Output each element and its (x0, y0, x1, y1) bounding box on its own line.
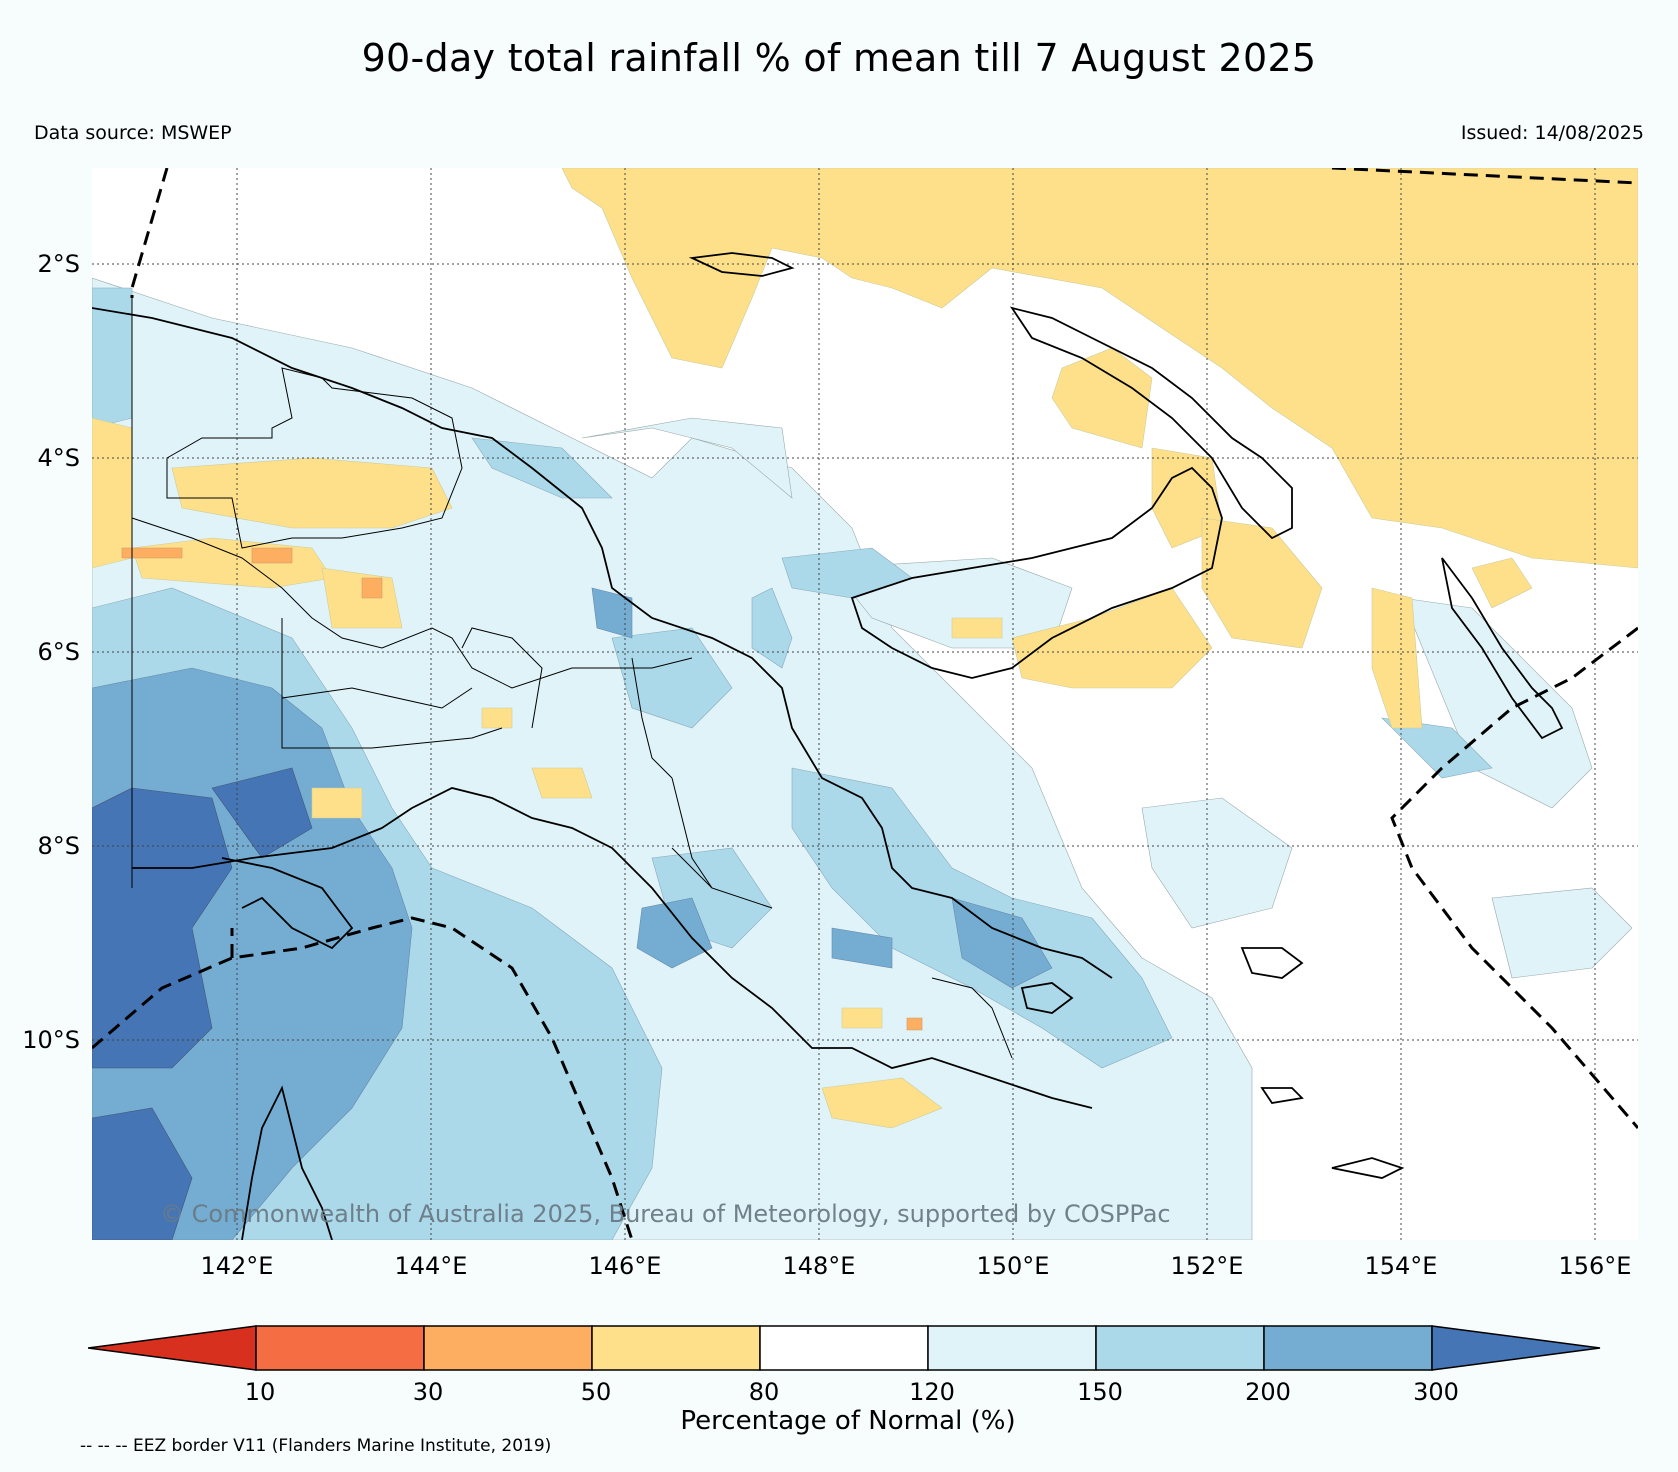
map-title: 90-day total rainfall % of mean till 7 A… (361, 36, 1317, 80)
rain-over-300-areas (92, 767, 313, 1240)
colorbar-segment-5 (927, 1325, 1097, 1371)
colorbar-segment-2 (423, 1325, 593, 1371)
colorbar-tick-200: 200 (1245, 1378, 1291, 1406)
colorbar-tick-120: 120 (909, 1378, 955, 1406)
colorbar-segment-4 (759, 1325, 929, 1371)
lat-label-10s: 10°S (22, 1026, 80, 1054)
lat-label-8s: 8°S (37, 832, 80, 860)
copyright-watermark: © Commonwealth of Australia 2025, Bureau… (160, 1200, 1171, 1228)
lat-label-6s: 6°S (37, 638, 80, 666)
lon-label-150e: 150°E (976, 1252, 1050, 1280)
lon-label-152e: 152°E (1170, 1252, 1244, 1280)
lat-label-4s: 4°S (37, 444, 80, 472)
colorbar-tick-50: 50 (580, 1378, 612, 1406)
eez-borders (92, 168, 1638, 1240)
lon-label-142e: 142°E (200, 1252, 274, 1280)
eez-legend-note: -- -- -- EEZ border V11 (Flanders Marine… (80, 1436, 552, 1456)
graticule (92, 168, 1638, 1240)
colorbar-segment-7 (1263, 1325, 1433, 1371)
colorbar-tick-300: 300 (1413, 1378, 1459, 1406)
data-source-label: Data source: MSWEP (34, 122, 232, 144)
colorbar-tick-30: 30 (412, 1378, 444, 1406)
rain-30-50-areas (121, 547, 923, 1031)
colorbar-segment-3 (591, 1325, 761, 1371)
coastlines (92, 252, 1564, 1240)
lon-label-144e: 144°E (394, 1252, 468, 1280)
colorbar-tick-80: 80 (748, 1378, 780, 1406)
lon-label-154e: 154°E (1364, 1252, 1438, 1280)
colorbar-title: Percentage of Normal (%) (680, 1406, 1016, 1436)
lat-label-2s: 2°S (37, 250, 80, 278)
issued-date-label: Issued: 14/08/2025 (1460, 122, 1644, 144)
colorbar-segment-1 (255, 1325, 425, 1371)
rainfall-map (92, 168, 1638, 1240)
colorbar-tick-150: 150 (1077, 1378, 1123, 1406)
colorbar-tick-10: 10 (244, 1378, 276, 1406)
lon-label-146e: 146°E (588, 1252, 662, 1280)
colorbar-segment-0 (87, 1325, 257, 1371)
province-borders (131, 298, 1013, 1059)
colorbar-segment-6 (1095, 1325, 1265, 1371)
colorbar-segment-8 (1431, 1325, 1601, 1371)
lon-label-156e: 156°E (1558, 1252, 1632, 1280)
lon-label-148e: 148°E (782, 1252, 856, 1280)
colorbar (87, 1322, 1608, 1374)
